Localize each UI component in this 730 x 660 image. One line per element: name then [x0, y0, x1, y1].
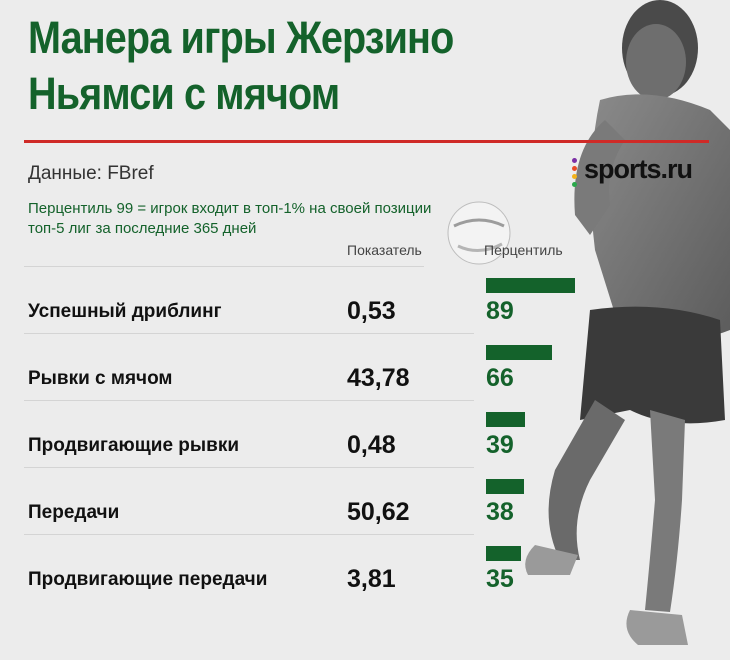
logo-dot [572, 174, 577, 179]
percentile-bar [486, 412, 525, 427]
metric-label: Продвигающие рывки [28, 435, 240, 456]
column-header-percentile: Перцентиль [484, 242, 563, 258]
title-line-1: Манера игры Жерзино [28, 12, 454, 63]
percentile-bar [486, 479, 524, 494]
row-divider [24, 333, 474, 334]
title-divider [24, 140, 709, 143]
row-divider [24, 467, 474, 468]
logo-dots [572, 158, 580, 190]
player-photo-icon [525, 0, 730, 645]
percentile-value: 38 [486, 498, 514, 526]
title-line-2: Ньямси с мячом [28, 68, 340, 119]
percentile-value: 35 [486, 565, 514, 593]
percentile-value: 39 [486, 431, 514, 459]
row-divider [24, 266, 424, 267]
metric-label: Передачи [28, 502, 120, 523]
data-source: Данные: FBref [28, 163, 154, 184]
metric-value: 43,78 [347, 364, 410, 392]
metric-label: Продвигающие передачи [28, 569, 268, 590]
percentile-bar [486, 278, 575, 293]
logo-dot [572, 166, 577, 171]
page-title: Манера игры Жерзино Ньямси с мячом [28, 10, 454, 122]
logo-dot [572, 182, 577, 187]
row-divider [24, 534, 474, 535]
ball-icon [447, 201, 511, 265]
percentile-bar [486, 345, 552, 360]
row-divider [24, 400, 474, 401]
metric-value: 0,53 [347, 297, 396, 325]
metric-value: 3,81 [347, 565, 396, 593]
metric-label: Успешный дриблинг [28, 301, 222, 322]
column-header-metric: Показатель [347, 242, 422, 258]
metric-label: Рывки с мячом [28, 368, 173, 389]
percentile-bar [486, 546, 521, 561]
metric-value: 50,62 [347, 498, 410, 526]
logo-text: sports.ru [584, 154, 693, 184]
percentile-note: Перцентиль 99 = игрок входит в топ-1% на… [28, 200, 432, 237]
logo-dot [572, 158, 577, 163]
sports-ru-logo-icon: sports.ru [572, 154, 712, 194]
percentile-value: 89 [486, 297, 514, 325]
percentile-value: 66 [486, 364, 514, 392]
metric-value: 0,48 [347, 431, 396, 459]
